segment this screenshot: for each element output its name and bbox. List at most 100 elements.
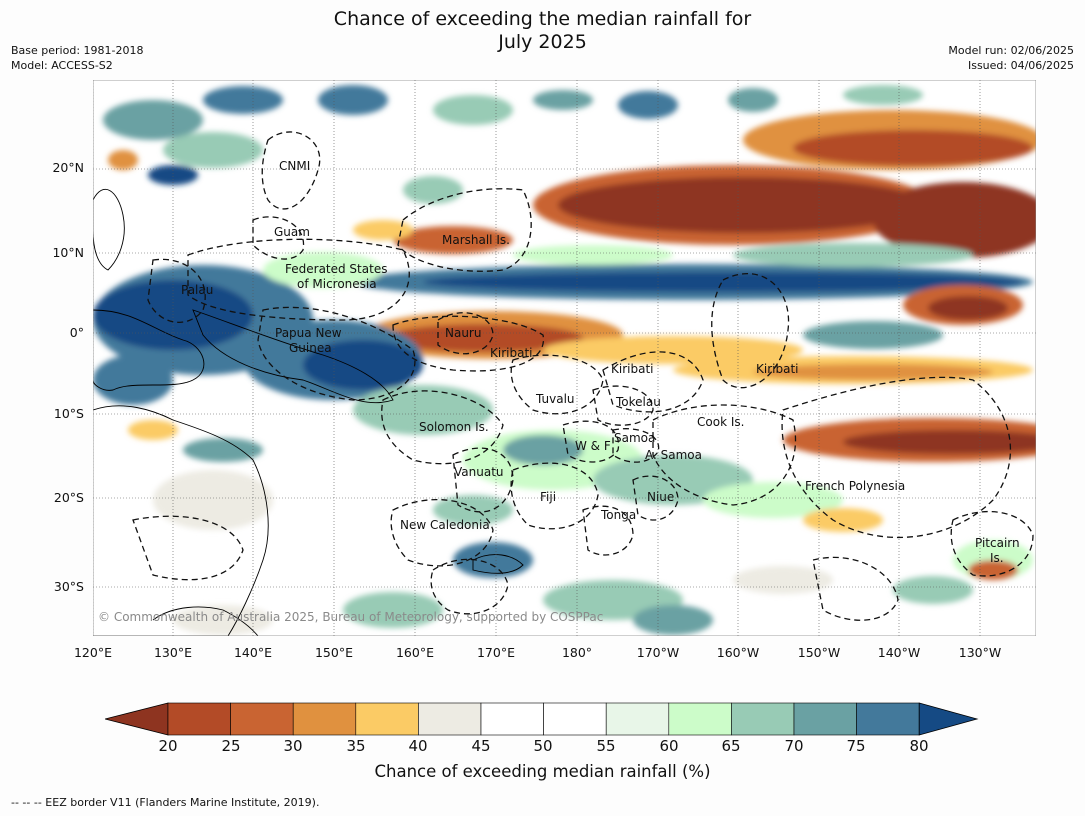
colorbar-bin — [167, 702, 231, 736]
field-40 — [843, 430, 1036, 454]
lat-tick-label: 30°S — [53, 579, 84, 594]
eez-norfolk — [430, 558, 509, 615]
lon-tick-label: 150°E — [314, 645, 353, 660]
field-28 — [383, 324, 583, 352]
colorbar — [105, 702, 979, 736]
region-label: Cook Is. — [697, 415, 745, 429]
region-label: Vanuatu — [454, 465, 504, 479]
colorbar-bin — [605, 702, 670, 736]
eez-lord-howe — [132, 515, 244, 581]
colorbar-tick: 20 — [158, 737, 178, 755]
field-50 — [343, 592, 443, 628]
eez-tuvalu — [510, 354, 604, 415]
region-label: Federated States — [285, 262, 388, 276]
graticule — [93, 80, 1036, 636]
field-26 — [803, 321, 943, 349]
model-name: Model: ACCESS-S2 — [11, 59, 113, 72]
region-label: of Micronesia — [297, 277, 377, 291]
eez-kiribati-gilbert — [392, 315, 545, 372]
meta-right: Model run: 02/06/2025 Issued: 04/06/2025 — [948, 43, 1074, 73]
lon-tick-label: 130°W — [958, 645, 1002, 660]
eez-samoa — [612, 428, 660, 463]
region-label: CNMI — [279, 159, 311, 173]
eez-pitcairn — [950, 510, 1034, 577]
field-14 — [793, 130, 1033, 166]
region-label: Tokelau — [616, 395, 661, 409]
region-label: Pitcairn — [975, 536, 1020, 550]
eez-french-polynesia — [781, 376, 1012, 538]
new-caledonia-coast — [472, 554, 524, 574]
field-8 — [618, 91, 678, 119]
eez-cnmi — [261, 131, 321, 210]
region-label: New Caledonia — [400, 518, 490, 532]
region-label: Samoa — [614, 431, 656, 445]
eez-fsm — [187, 238, 410, 321]
colorbar-bin — [856, 702, 920, 736]
lon-tick-label: 170°E — [476, 645, 515, 660]
lon-tick-label: 160°W — [716, 645, 760, 660]
region-label: Kiribati — [756, 362, 799, 376]
field-9 — [728, 88, 778, 112]
field-23 — [513, 245, 673, 265]
colorbar-tick: 35 — [346, 737, 366, 755]
philippines-coast — [93, 188, 125, 271]
colorbar-tick: 75 — [846, 737, 866, 755]
lat-tick-label: 10°N — [52, 245, 84, 260]
region-label: Guinea — [289, 341, 332, 355]
region-label: Nauru — [445, 326, 482, 340]
rainfall-fields — [93, 85, 1036, 635]
lat-tick-label: 20°N — [52, 160, 84, 175]
eez-new-caledonia — [390, 498, 494, 567]
field-42 — [503, 435, 583, 465]
lon-tick-label: 130°E — [153, 645, 192, 660]
issued-date: Issued: 04/06/2025 — [967, 59, 1074, 72]
region-label: Niue — [647, 490, 675, 504]
field-55 — [153, 470, 273, 530]
new-zealand-coast — [152, 606, 259, 636]
field-51 — [803, 508, 883, 532]
region-label: Kiribati — [490, 346, 533, 360]
field-12 — [108, 150, 138, 170]
eez-solomon — [381, 390, 504, 465]
field-49 — [633, 605, 713, 635]
region-label: Tonga — [601, 508, 637, 522]
eez-nauru — [437, 312, 494, 355]
field-2 — [203, 86, 283, 114]
field-17 — [873, 182, 1036, 258]
eez-kiribati-line — [711, 273, 790, 389]
field-54 — [893, 576, 973, 604]
field-35 — [303, 340, 423, 390]
lon-tick-label: 180° — [561, 645, 593, 660]
title-line-2: July 2025 — [498, 31, 587, 53]
field-37 — [263, 252, 383, 288]
colorbar-bin — [731, 702, 795, 736]
field-11 — [403, 176, 463, 204]
eez-wallis-futuna — [562, 420, 620, 463]
region-label: A. Samoa — [645, 448, 702, 462]
colorbar-bin — [793, 702, 857, 736]
region-label: Guam — [274, 225, 310, 239]
copyright-notice: © Commonwealth of Australia 2025, Bureau… — [98, 610, 604, 624]
eez-fiji — [510, 462, 599, 530]
colorbar-bin — [355, 702, 419, 736]
field-31 — [753, 364, 993, 380]
field-58 — [733, 566, 833, 594]
field-1 — [103, 100, 203, 140]
eez-kiribati-phoenix — [602, 351, 704, 413]
lat-tick-label: 10°S — [53, 406, 84, 421]
colorbar-tick: 80 — [909, 737, 929, 755]
eez-tokelau — [592, 385, 654, 426]
australia-coast — [93, 405, 269, 636]
footnote: -- -- -- EEZ border V11 (Flanders Marine… — [11, 796, 320, 809]
region-label: Marshall Is. — [442, 233, 510, 247]
field-3 — [318, 85, 388, 115]
meta-left: Base period: 1981-2018 Model: ACCESS-S2 — [11, 43, 143, 73]
region-label: Papua New — [275, 326, 342, 340]
coastlines — [93, 188, 524, 636]
colorbar-tick: 55 — [596, 737, 616, 755]
colorbar-bin — [230, 702, 294, 736]
colorbar-tick: 40 — [408, 737, 428, 755]
region-label: W & F — [575, 439, 611, 453]
colorbar-bin — [480, 702, 544, 736]
colorbar-upper-extension — [918, 702, 979, 736]
